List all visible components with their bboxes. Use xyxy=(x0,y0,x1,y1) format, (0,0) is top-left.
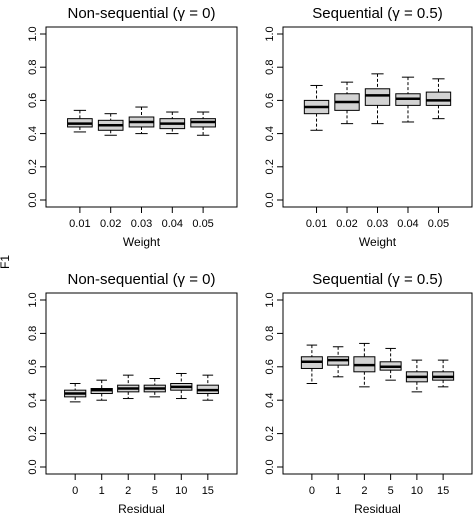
panel-1: Non-sequential (γ = 0) 0.0 0.2 0.4 0.6 0.8 1.0… xyxy=(27,5,238,249)
box-2 xyxy=(117,374,140,400)
y-tick-label: 0.0 xyxy=(27,192,39,207)
x-tick-label: 5 xyxy=(152,485,158,497)
box-0.05 xyxy=(190,111,216,136)
panel-title: Sequential (γ = 0.5) xyxy=(312,5,443,22)
box-10 xyxy=(170,372,193,400)
x-tick-label: 0.03 xyxy=(367,218,388,230)
x-tick-label: 0 xyxy=(309,485,315,497)
iqr-box xyxy=(425,91,452,106)
y-tick-label: 0.6 xyxy=(264,359,276,374)
y-tick-label: 0.8 xyxy=(264,326,276,341)
x-axis-label: Weight xyxy=(123,235,161,249)
x-tick-label: 0.01 xyxy=(306,218,327,230)
x-tick-label: 1 xyxy=(335,485,341,497)
x-tick-label: 0.04 xyxy=(162,218,183,230)
panel-title: Sequential (γ = 0.5) xyxy=(312,271,443,288)
box-0 xyxy=(300,344,323,384)
shared-y-axis-label: F1 xyxy=(0,255,12,269)
y-tick-label: 0.6 xyxy=(27,93,39,108)
box-1 xyxy=(90,379,113,401)
y-tick-label: 0.0 xyxy=(27,459,39,474)
box-10 xyxy=(405,359,428,393)
box-0 xyxy=(64,383,87,403)
panel-title: Non-sequential (γ = 0) xyxy=(68,5,216,22)
y-tick-label: 0.2 xyxy=(27,159,39,174)
x-tick-label: 15 xyxy=(437,485,449,497)
x-tick-label: 0.02 xyxy=(100,218,121,230)
box-2 xyxy=(353,342,376,388)
x-axis-label: Residual xyxy=(118,502,165,516)
y-tick-label: 0.2 xyxy=(264,159,276,174)
y-tick-label: 0.0 xyxy=(264,192,276,207)
y-tick-label: 0.6 xyxy=(27,359,39,374)
box-15 xyxy=(432,359,455,388)
box-1 xyxy=(327,346,350,378)
x-tick-label: 0.05 xyxy=(428,218,449,230)
x-tick-label: 0.01 xyxy=(69,218,90,230)
iqr-box xyxy=(364,88,391,106)
x-tick-label: 10 xyxy=(411,485,423,497)
x-axis-label: Weight xyxy=(359,235,397,249)
box-5 xyxy=(379,347,402,381)
box-0.03 xyxy=(364,73,391,125)
y-tick-label: 0.4 xyxy=(264,126,276,141)
x-tick-label: 1 xyxy=(99,485,105,497)
box-0.02 xyxy=(334,81,360,125)
box-0.02 xyxy=(97,113,124,136)
y-tick-label: 0.4 xyxy=(27,126,39,141)
x-tick-label: 0 xyxy=(72,485,78,497)
y-tick-label: 0.8 xyxy=(264,60,276,75)
x-tick-label: 0.02 xyxy=(336,218,357,230)
panel-3: Non-sequential (γ = 0) 0.0 0.2 0.4 0.6 0.8 1.0… xyxy=(27,271,238,516)
x-tick-label: 2 xyxy=(125,485,131,497)
box-0.04 xyxy=(159,111,186,135)
x-tick-label: 0.03 xyxy=(131,218,152,230)
plot-frame xyxy=(282,292,473,475)
y-tick-label: 0.8 xyxy=(27,326,39,341)
y-tick-label: 1.0 xyxy=(264,26,276,41)
box-15 xyxy=(196,374,219,401)
x-tick-label: 15 xyxy=(202,485,214,497)
y-tick-label: 0.6 xyxy=(264,93,276,108)
panel-4: Sequential (γ = 0.5) 0.0 0.2 0.4 0.6 0.8 1.0 0 1… xyxy=(264,271,473,516)
x-tick-label: 5 xyxy=(388,485,394,497)
y-tick-label: 0.0 xyxy=(264,459,276,474)
x-tick-label: 2 xyxy=(361,485,367,497)
plot-frame xyxy=(45,292,238,475)
y-tick-label: 0.4 xyxy=(264,393,276,408)
y-tick-label: 1.0 xyxy=(27,292,39,307)
box-0.01 xyxy=(67,109,93,133)
y-tick-label: 0.8 xyxy=(27,60,39,75)
panel-title: Non-sequential (γ = 0) xyxy=(68,271,216,288)
box-0.04 xyxy=(395,76,421,123)
y-tick-label: 1.0 xyxy=(27,26,39,41)
x-tick-label: 0.05 xyxy=(192,218,213,230)
panel-2: Sequential (γ = 0.5) 0.0 0.2 0.4 0.6 0.8 1.0 0.… xyxy=(264,5,473,249)
y-tick-label: 0.4 xyxy=(27,393,39,408)
x-tick-label: 0.04 xyxy=(397,218,418,230)
box-0.05 xyxy=(425,78,452,120)
y-tick-label: 0.2 xyxy=(264,426,276,441)
x-tick-label: 10 xyxy=(175,485,187,497)
y-tick-label: 1.0 xyxy=(264,292,276,307)
box-0.01 xyxy=(303,84,330,131)
box-0.03 xyxy=(128,106,155,135)
x-axis-label: Residual xyxy=(354,502,401,516)
box-5 xyxy=(143,377,166,398)
y-tick-label: 0.2 xyxy=(27,426,39,441)
